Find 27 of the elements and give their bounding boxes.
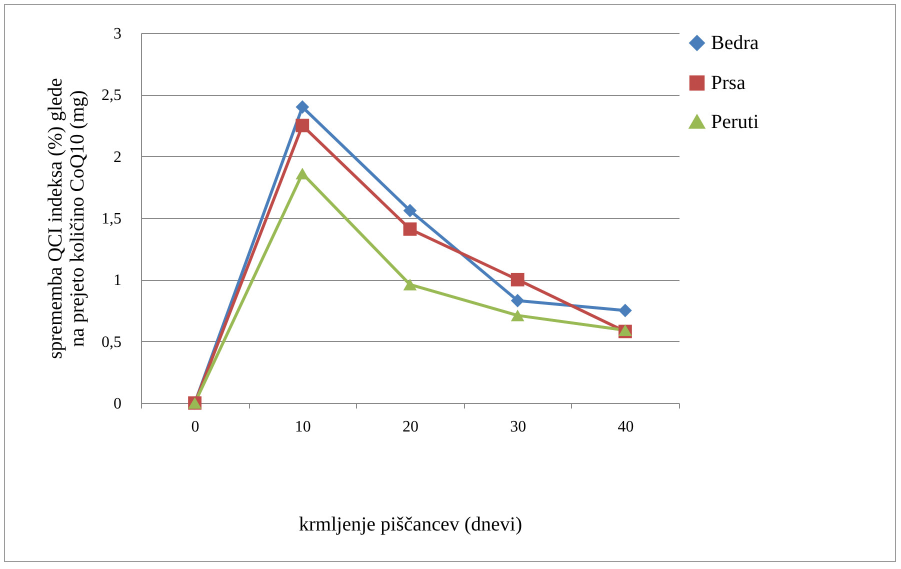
y-tick-label: 3 (114, 26, 122, 42)
y-axis-title: sprememba QCI indeksa (%) glede na prejeto količino CoQ10 (mg) (44, 78, 88, 360)
point (296, 100, 310, 114)
point (296, 168, 310, 180)
y-tick-label: 0,5 (102, 334, 122, 351)
y-tick-label: 0 (114, 396, 122, 412)
point (510, 294, 524, 308)
x-tick-label: 0 (191, 418, 200, 436)
y-tick-label: 2 (114, 148, 122, 166)
y-tick-label: 2,5 (102, 87, 122, 104)
y-tick-label: 1 (114, 272, 122, 290)
point (510, 310, 524, 322)
point (296, 118, 310, 132)
point (618, 304, 632, 318)
x-tick-label: 10 (294, 418, 311, 436)
x-tick-label: 20 (402, 418, 418, 436)
legend-label: Bedra (711, 32, 759, 54)
point (403, 222, 417, 236)
x-tick-label: 30 (510, 418, 526, 436)
point (403, 278, 417, 290)
point (403, 204, 417, 218)
x-tick-label: 40 (618, 418, 634, 436)
legend-label: Prsa (711, 72, 746, 94)
y-tick-label: 1,5 (102, 210, 122, 228)
legend-label: Peruti (711, 111, 760, 133)
x-axis-title: krmljenje piščancev (dnevi) (298, 514, 522, 536)
point (510, 272, 524, 286)
